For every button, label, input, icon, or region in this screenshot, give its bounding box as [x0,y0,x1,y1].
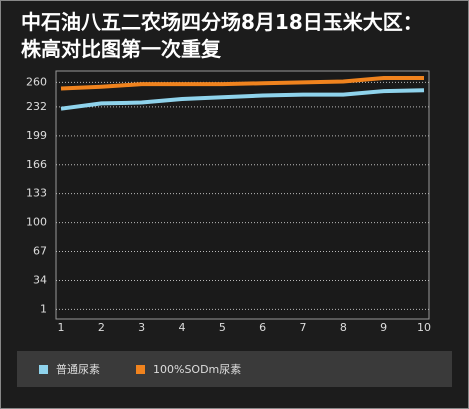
legend-swatch [136,365,145,374]
legend-label: 100%SODm尿素 [153,363,241,376]
y-tick-label: 133 [26,187,47,200]
legend-swatch [39,365,48,374]
x-tick-label: 5 [219,321,226,334]
y-tick-label: 34 [33,273,47,286]
y-tick-label: 1 [40,302,47,315]
x-tick-label: 10 [417,321,431,334]
y-tick-label: 100 [26,216,47,229]
y-tick-label: 166 [26,158,47,171]
series-line [60,76,424,91]
chart-title: 中石油八五二农场四分场8月18日玉米大区：株高对比图第一次重复 [21,10,423,61]
x-tick-label: 1 [58,321,65,334]
y-tick-label: 232 [26,100,47,113]
x-tick-label: 6 [259,321,266,334]
x-tick-label: 9 [380,321,387,334]
x-tick-label: 3 [138,321,145,334]
legend-label: 普通尿素 [56,362,100,376]
x-tick-label: 2 [98,321,105,334]
x-tick-label: 7 [300,321,307,334]
series-line [60,88,425,111]
plot-area [55,70,430,320]
legend-bar [17,351,452,387]
x-tick-label: 8 [340,321,347,334]
y-tick-label: 67 [33,245,47,258]
y-tick-label: 260 [26,75,47,88]
y-tick-label: 199 [26,129,47,142]
x-tick-label: 4 [179,321,186,334]
